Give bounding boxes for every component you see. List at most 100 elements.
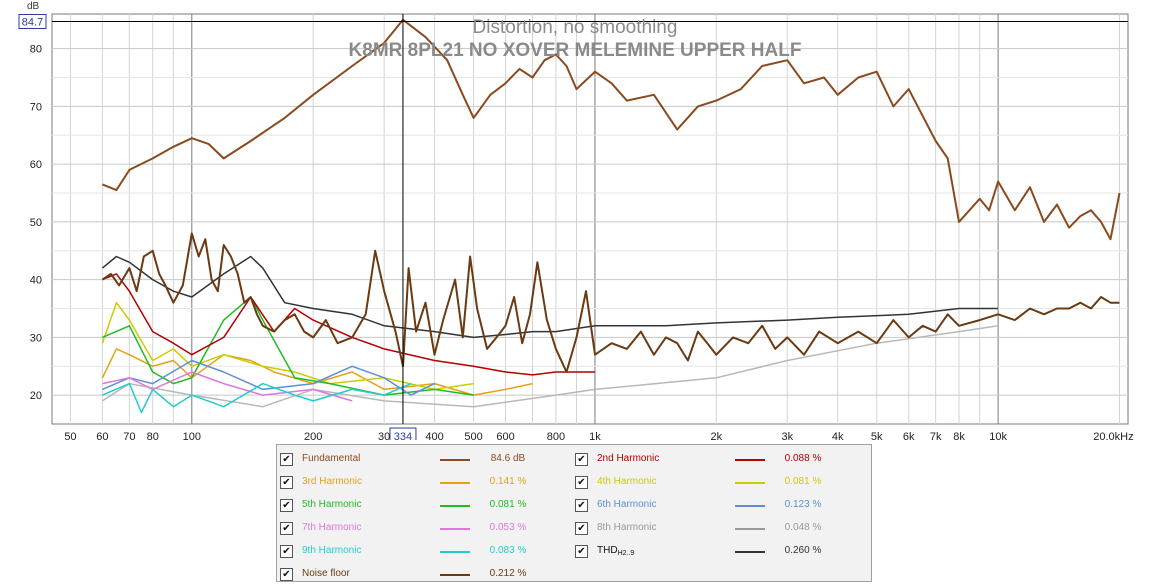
legend-label: 2nd Harmonic [597, 453, 660, 464]
x-tick-label: 800 [547, 431, 565, 440]
legend-checkbox-6th-harmonic[interactable]: ✔ [575, 499, 588, 512]
legend-label: 7th Harmonic [302, 522, 362, 533]
series-thd-h2-9-line [101, 255, 999, 339]
y-tick-label: 60 [30, 159, 42, 171]
x-tick-label: 500 [464, 431, 482, 440]
legend-label: THDH2..9 [597, 545, 635, 557]
legend-label: 9th Harmonic [302, 545, 362, 556]
legend-label: 5th Harmonic [302, 499, 362, 510]
legend-value: 0.081 % [489, 499, 527, 510]
legend-item-3rd-harmonic: ✔ 3rd Harmonic 0.141 % [280, 473, 570, 493]
y-tick-label: 40 [30, 275, 42, 287]
x-tick-label: 200 [304, 431, 322, 440]
legend-checkbox-noise-floor[interactable]: ✔ [280, 568, 293, 581]
x-tick-label: 10k [989, 431, 1007, 440]
cursor-x-readout: 334 [394, 431, 412, 440]
legend-checkbox-fundamental[interactable]: ✔ [280, 453, 293, 466]
legend-swatch [440, 482, 470, 484]
x-tick-label: 2k [710, 431, 722, 440]
y-axis-label: dB [27, 1, 40, 12]
legend-value: 0.123 % [784, 499, 822, 510]
legend-item-4th-harmonic: ✔ 4th Harmonic 0.081 % [575, 473, 865, 493]
legend-label: Fundamental [302, 453, 361, 464]
legend-swatch [440, 574, 470, 576]
legend-value: 0.212 % [489, 568, 527, 579]
legend-value: 0.081 % [784, 476, 822, 487]
grid-lines [52, 14, 1128, 424]
legend-swatch [735, 482, 765, 484]
x-tick-label: 600 [496, 431, 514, 440]
chart-title: Distortion, no smoothing [473, 17, 678, 38]
legend-value: 84.6 dB [490, 453, 526, 464]
legend-swatch [735, 459, 765, 461]
legend-value: 0.048 % [784, 522, 822, 533]
legend-swatch [735, 505, 765, 507]
x-tick-label: 50 [64, 431, 76, 440]
x-tick-label: 1k [589, 431, 601, 440]
x-tick-label: 4k [832, 431, 844, 440]
legend-label: 8th Harmonic [597, 522, 657, 533]
legend-swatch [440, 528, 470, 530]
legend-item-noise-floor: ✔ Noise floor 0.212 % [280, 565, 570, 585]
legend-checkbox-3rd-harmonic[interactable]: ✔ [280, 476, 293, 489]
x-tick-label: 6k [903, 431, 915, 440]
legend-item-5th-harmonic: ✔ 5th Harmonic 0.081 % [280, 496, 570, 516]
y-tick-label: 70 [30, 101, 42, 113]
legend-label: 3rd Harmonic [302, 476, 363, 487]
series-noise-floor-line [101, 232, 1120, 373]
legend-swatch [440, 459, 470, 461]
y-tick-label: 50 [30, 217, 42, 229]
series-layer [101, 18, 1121, 414]
legend-checkbox-thd[interactable]: ✔ [575, 545, 588, 558]
x-tick-label: 100 [183, 431, 201, 440]
legend-item-9th-harmonic: ✔ 9th Harmonic 0.083 % [280, 542, 570, 562]
x-tick-label: 30 [378, 431, 390, 440]
legend-checkbox-2nd-harmonic[interactable]: ✔ [575, 453, 588, 466]
cursor-layer: 84.7 334 [18, 14, 1128, 440]
legend-item-thd: ✔ THDH2..9 0.260 % [575, 542, 865, 562]
x-tick-label: 400 [425, 431, 443, 440]
cursor-y-readout: 84.7 [22, 17, 43, 29]
distortion-chart[interactable]: 84.7 334 20 30 40 50 60 70 80 50 60 70 80 100 200 30 40… [0, 0, 1150, 440]
legend-value: 0.141 % [489, 476, 527, 487]
x-tick-label: 8k [953, 431, 965, 440]
legend-checkbox-4th-harmonic[interactable]: ✔ [575, 476, 588, 489]
x-tick-label: 5k [871, 431, 883, 440]
legend-item-7th-harmonic: ✔ 7th Harmonic 0.053 % [280, 519, 570, 539]
y-tick-label: 30 [30, 332, 42, 344]
chart-subtitle: K8MR 8PL21 NO XOVER MELEMINE UPPER HALF [349, 40, 802, 61]
legend-value: 0.083 % [489, 545, 527, 556]
legend-checkbox-8th-harmonic[interactable]: ✔ [575, 522, 588, 535]
x-tick-label: 7k [930, 431, 942, 440]
x-tick-label: 70 [123, 431, 135, 440]
cursor-y-readout-box [18, 14, 47, 30]
y-tick-label: 20 [30, 390, 42, 402]
legend-value: 0.088 % [784, 453, 822, 464]
series-2nd-harmonic-line [102, 273, 595, 376]
legend-swatch [440, 505, 470, 507]
x-tick-label: 60 [96, 431, 108, 440]
legend-panel: ✔ Fundamental 84.6 dB ✔ 2nd Harmonic 0.088 % ✔… [276, 444, 872, 582]
legend-checkbox-9th-harmonic[interactable]: ✔ [280, 545, 293, 558]
legend-swatch [735, 551, 765, 553]
cursor-x-readout-box [389, 427, 417, 440]
x-tick-label: 80 [147, 431, 159, 440]
legend-label-subscript: H2..9 [617, 550, 635, 557]
legend-item-2nd-harmonic: ✔ 2nd Harmonic 0.088 % [575, 450, 865, 470]
legend-checkbox-7th-harmonic[interactable]: ✔ [280, 522, 293, 535]
series-fundamental-line [102, 18, 1121, 241]
series-7th-harmonic-line [102, 371, 353, 402]
legend-label: Noise floor [302, 568, 350, 579]
tick-labels: 20 30 40 50 60 70 80 50 60 70 80 100 200 30 400 500 600 8… [30, 44, 1134, 440]
legend-checkbox-5th-harmonic[interactable]: ✔ [280, 499, 293, 512]
series-8th-harmonic-line [101, 325, 999, 408]
x-tick-label: 3k [781, 431, 793, 440]
legend-item-6th-harmonic: ✔ 6th Harmonic 0.123 % [575, 496, 865, 516]
legend-label: 4th Harmonic [597, 476, 657, 487]
legend-item-fundamental: ✔ Fundamental 84.6 dB [280, 450, 570, 470]
legend-item-8th-harmonic: ✔ 8th Harmonic 0.048 % [575, 519, 865, 539]
legend-swatch [440, 551, 470, 553]
x-tick-label: 20.0kHz [1093, 431, 1133, 440]
y-tick-label: 80 [30, 44, 42, 56]
legend-label: 6th Harmonic [597, 499, 657, 510]
